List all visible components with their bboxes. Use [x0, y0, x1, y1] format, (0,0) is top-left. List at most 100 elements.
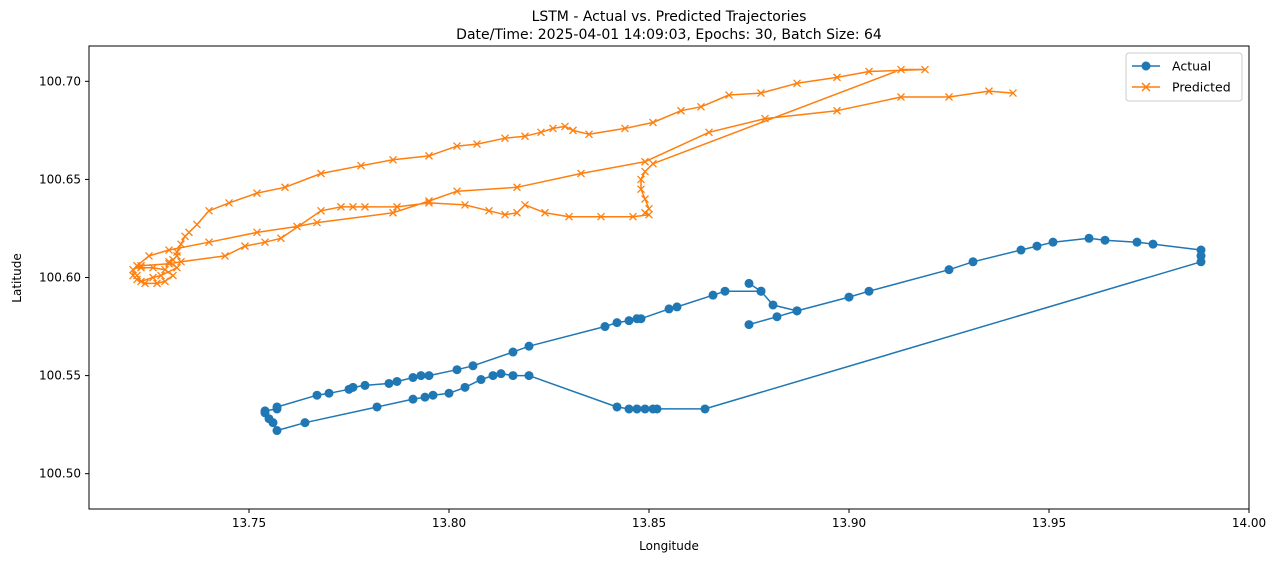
point-predicted	[833, 73, 841, 82]
point-predicted	[577, 169, 585, 178]
point-actual	[1100, 235, 1110, 245]
point-actual	[844, 292, 854, 302]
point-predicted	[501, 210, 509, 219]
point-predicted	[485, 206, 493, 215]
point-actual	[968, 257, 978, 267]
point-predicted	[561, 122, 569, 131]
point-predicted	[169, 255, 177, 264]
point-actual	[1032, 241, 1042, 251]
point-predicted	[165, 246, 173, 254]
point-predicted	[137, 263, 145, 272]
point-predicted	[165, 257, 173, 266]
point-actual	[720, 286, 730, 296]
point-predicted	[705, 128, 713, 137]
point-predicted	[169, 271, 177, 280]
point-actual	[260, 406, 270, 416]
point-actual	[428, 390, 438, 400]
point-predicted	[645, 204, 653, 213]
point-predicted	[141, 279, 149, 288]
point-actual	[1196, 257, 1206, 267]
point-predicted	[793, 79, 801, 88]
point-actual	[744, 278, 754, 288]
point-predicted	[649, 159, 657, 168]
point-predicted	[833, 106, 841, 115]
point-actual	[508, 371, 518, 381]
point-predicted	[597, 212, 605, 221]
point-actual	[488, 371, 498, 381]
point-predicted	[129, 265, 137, 274]
point-predicted	[149, 273, 157, 282]
x-axis-label: Longitude	[639, 539, 699, 553]
point-predicted	[193, 220, 201, 229]
x-tick-label: 13.90	[832, 516, 866, 530]
point-predicted	[349, 202, 357, 211]
point-actual	[300, 418, 310, 428]
point-actual	[1084, 233, 1094, 243]
point-predicted	[137, 261, 145, 270]
point-predicted	[393, 202, 401, 211]
point-predicted	[1009, 89, 1017, 98]
point-predicted	[261, 238, 269, 247]
point-actual	[708, 290, 718, 300]
point-predicted	[177, 240, 185, 249]
x-tick-label: 13.75	[232, 516, 266, 530]
point-predicted	[221, 251, 229, 260]
point-predicted	[637, 175, 645, 184]
point-predicted	[945, 93, 953, 101]
x-tick-label: 13.80	[432, 516, 466, 530]
point-predicted	[173, 263, 181, 272]
point-predicted	[897, 65, 905, 74]
legend: Actual Predicted	[1125, 52, 1243, 102]
point-actual	[664, 304, 674, 314]
point-predicted	[145, 251, 153, 260]
point-actual	[348, 382, 358, 392]
point-predicted	[513, 208, 521, 217]
point-predicted	[621, 124, 629, 133]
point-predicted	[157, 271, 165, 280]
series-layer	[129, 65, 1206, 436]
point-predicted	[761, 114, 769, 123]
point-predicted	[537, 128, 545, 137]
point-predicted	[361, 202, 369, 211]
point-predicted	[897, 93, 905, 101]
point-predicted	[637, 185, 645, 194]
point-predicted	[629, 212, 637, 221]
point-predicted	[521, 200, 529, 209]
point-actual	[612, 402, 622, 412]
point-actual	[640, 404, 650, 414]
point-predicted	[541, 208, 549, 217]
point-predicted	[473, 140, 481, 149]
point-actual	[496, 369, 506, 379]
y-tick-label: 100.60	[39, 271, 81, 285]
y-tick-label: 100.65	[39, 172, 81, 186]
point-predicted	[569, 126, 577, 135]
point-actual	[272, 402, 282, 412]
point-predicted	[241, 242, 249, 251]
point-predicted	[641, 167, 649, 176]
point-actual	[420, 392, 430, 402]
point-predicted	[205, 206, 213, 215]
point-actual	[672, 302, 682, 312]
point-predicted	[697, 102, 705, 111]
point-predicted	[313, 218, 321, 227]
y-axis-ticks: 100.50 100.55 100.60 100.65 100.70	[39, 74, 89, 481]
point-predicted	[281, 183, 289, 192]
point-predicted	[985, 87, 993, 96]
point-predicted	[317, 169, 325, 178]
point-actual	[416, 371, 426, 381]
point-actual	[384, 378, 394, 388]
point-predicted	[253, 228, 261, 237]
point-predicted	[337, 202, 345, 211]
x-axis-ticks: 13.75 13.80 13.85 13.90 13.95 14.00	[232, 509, 1266, 530]
point-actual	[324, 388, 334, 398]
point-predicted	[501, 134, 509, 143]
point-predicted	[645, 210, 653, 219]
point-actual	[1048, 237, 1058, 247]
point-actual	[600, 322, 610, 332]
point-predicted	[641, 157, 649, 166]
point-actual	[424, 371, 434, 381]
point-actual	[744, 320, 754, 330]
point-predicted	[425, 151, 433, 160]
